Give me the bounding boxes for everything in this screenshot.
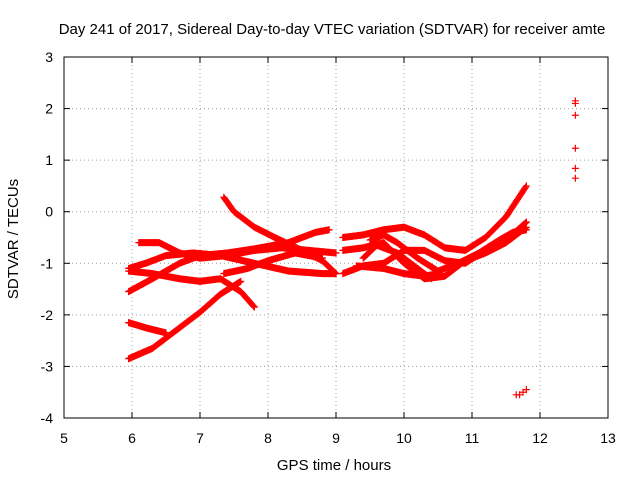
y-tick-label: -2: [41, 307, 54, 323]
y-tick-label: 2: [45, 101, 53, 117]
x-tick-label: 10: [396, 430, 412, 446]
data-point: [332, 270, 340, 278]
x-tick-label: 11: [465, 430, 480, 446]
x-tick-label: 13: [600, 430, 616, 446]
data-point: [571, 144, 579, 152]
series-track-7: [220, 193, 340, 278]
data-point: [237, 277, 245, 285]
series-track-3: [125, 277, 245, 363]
data-point: [332, 249, 340, 257]
y-tick-label: 3: [45, 49, 53, 65]
x-tick-label: 7: [196, 430, 204, 446]
x-tick-label: 9: [332, 430, 340, 446]
x-tick-label: 12: [532, 430, 548, 446]
y-tick-label: -3: [41, 358, 54, 374]
data-point: [522, 218, 530, 226]
data-point: [571, 99, 579, 107]
y-tick-label: 1: [45, 152, 53, 168]
series-outliers-lower: [512, 386, 530, 399]
data-point: [522, 219, 530, 227]
series-track-4: [125, 319, 170, 337]
gridlines: [64, 57, 608, 418]
data-point: [522, 183, 530, 191]
y-axis-label: SDTVAR / TECUs: [5, 179, 22, 299]
data-point: [318, 254, 326, 262]
series-outliers-upper: [571, 97, 579, 182]
data-point: [162, 329, 170, 337]
data-point: [331, 269, 339, 277]
data-point: [325, 226, 333, 234]
y-axis-ticks: -4 -3 -2 -1 0 1 2 3: [41, 49, 608, 426]
series-track-8: [220, 249, 326, 278]
data-point: [330, 268, 338, 276]
data-point: [522, 226, 530, 234]
data-point: [250, 303, 258, 311]
x-tick-label: 5: [60, 430, 68, 446]
x-tick-label: 8: [264, 430, 272, 446]
series-track-12: [366, 226, 530, 275]
data-points: [125, 97, 579, 399]
y-tick-label: -4: [41, 410, 54, 426]
series-track-14: [352, 262, 442, 280]
series-track-9: [339, 182, 530, 254]
chart-title: Day 241 of 2017, Sidereal Day-to-day VTE…: [59, 21, 606, 38]
data-point: [571, 164, 579, 172]
x-axis-ticks: 5 6 7 8 9 10 11 12 13: [60, 57, 616, 446]
data-point: [522, 386, 530, 394]
data-point: [571, 111, 579, 119]
y-tick-label: -1: [41, 255, 54, 271]
y-tick-label: 0: [45, 204, 53, 220]
data-point: [250, 302, 258, 310]
data-point: [571, 174, 579, 182]
x-tick-label: 6: [128, 430, 136, 446]
x-axis-label: GPS time / hours: [277, 457, 391, 474]
data-point: [521, 219, 529, 227]
data-point: [434, 270, 442, 278]
data-point: [522, 182, 530, 190]
